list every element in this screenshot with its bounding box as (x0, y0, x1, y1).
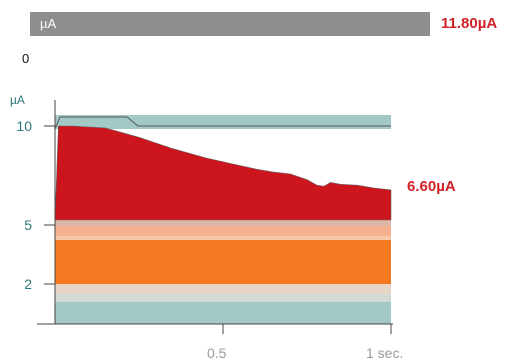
x-tick-05: 0.5 (207, 345, 227, 361)
current-reading-label: 6.60µA (407, 178, 456, 195)
y-tick-2: 2 (24, 276, 32, 292)
y-axis-unit: µA (10, 93, 25, 107)
x-tick-1: 1 sec. (366, 345, 404, 361)
band-grey-pink (55, 220, 391, 226)
band-bottom-teal (55, 302, 391, 324)
meter-bar-value: 11.80µA (441, 15, 498, 32)
current-meter-bar: µA (30, 12, 430, 36)
meter-bar-label: µA (40, 16, 57, 31)
current-area (54, 125, 392, 221)
band-peach (55, 226, 391, 236)
band-light (55, 284, 391, 294)
limit-line (54, 116, 391, 130)
band-orange (55, 240, 391, 284)
band-peach-light (55, 236, 391, 240)
y-tick-10: 10 (16, 118, 32, 134)
band-grey (55, 294, 391, 302)
meter-zero-label: 0 (22, 51, 30, 66)
y-tick-5: 5 (24, 217, 32, 233)
